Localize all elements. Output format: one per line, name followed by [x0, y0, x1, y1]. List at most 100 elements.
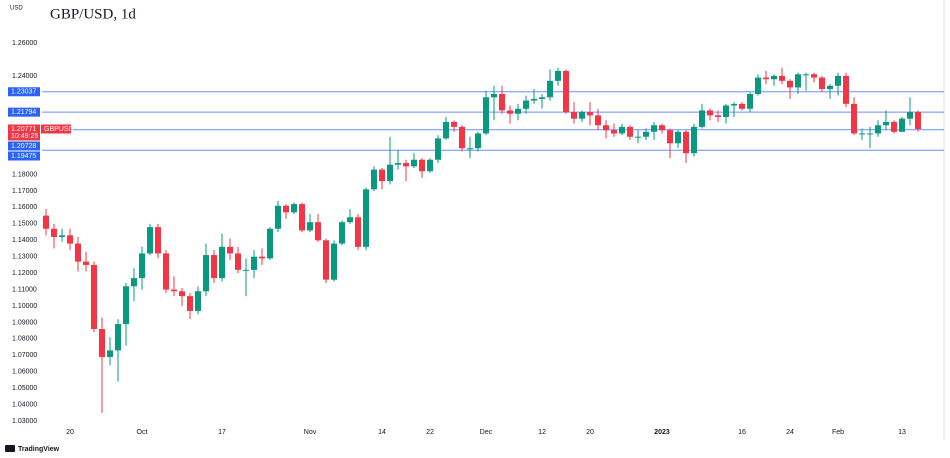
candle-body: [851, 103, 857, 134]
candle-body: [203, 255, 209, 292]
candle-body: [307, 222, 313, 231]
candle-body: [123, 286, 129, 325]
candle-body: [819, 77, 825, 90]
candle-body: [779, 75, 785, 81]
price-line-label: 1.19475: [11, 153, 36, 160]
x-tick-label: 16: [738, 429, 746, 436]
candle-body: [363, 189, 369, 247]
price-line-label-box: [8, 151, 40, 161]
candle-body: [91, 264, 97, 330]
candle-body: [427, 159, 433, 172]
y-tick-label: 1.14000: [12, 237, 37, 244]
candle-body: [907, 112, 913, 119]
price-line-label-box: [8, 141, 40, 151]
x-tick-label: 17: [218, 429, 226, 436]
candle-body: [635, 136, 641, 138]
candle-body: [531, 98, 537, 101]
candle-body: [603, 125, 609, 131]
candle-body: [499, 94, 505, 111]
candle-body: [715, 115, 721, 118]
candle-body: [211, 255, 217, 279]
price-line-label: 1.23037: [11, 89, 36, 96]
x-tick-label: Oct: [137, 429, 148, 436]
candle-body: [299, 204, 305, 231]
logo: TradingView: [5, 445, 60, 453]
x-tick-label: Feb: [832, 429, 844, 436]
candle-body: [883, 121, 889, 126]
candle-body: [387, 164, 393, 182]
candle-body: [707, 110, 713, 116]
series-name: GBPUSD: [44, 126, 74, 133]
logo-icon: [5, 445, 15, 452]
candle-body: [547, 80, 553, 98]
y-tick-label: 1.06000: [12, 369, 37, 376]
candle-body: [539, 97, 545, 99]
candle-body: [187, 296, 193, 311]
candle-body: [75, 243, 81, 262]
y-tick-label: 1.11000: [12, 286, 37, 293]
candle-body: [827, 85, 833, 90]
candle-body: [459, 126, 465, 149]
candle-body: [763, 77, 769, 80]
candle-body: [643, 131, 649, 137]
candle-body: [171, 289, 177, 292]
candle-body: [843, 75, 849, 104]
candle-body: [43, 215, 49, 229]
x-tick-label: Dec: [480, 429, 493, 436]
candle-body: [435, 138, 441, 160]
last-price-label: 1.20771: [11, 126, 36, 133]
unit-label: USD: [10, 6, 23, 12]
candle-body: [619, 126, 625, 134]
price-line-label: 1.20728: [11, 143, 36, 150]
logo-text: TradingView: [18, 446, 60, 453]
candle-body: [219, 246, 225, 279]
y-tick-label: 1.16000: [12, 204, 37, 211]
price-line-label: 1.21794: [11, 109, 36, 116]
candle-body: [571, 112, 577, 119]
candle-body: [795, 74, 801, 88]
candle-body: [579, 112, 585, 119]
candle-body: [179, 291, 185, 297]
candle-body: [627, 126, 633, 137]
candle-body: [675, 131, 681, 144]
candle-body: [811, 74, 817, 78]
candle-body: [291, 204, 297, 213]
y-tick-label: 1.15000: [12, 221, 37, 228]
candle-body: [139, 253, 145, 279]
candle-body: [739, 103, 745, 109]
candle-body: [147, 227, 153, 254]
candle-body: [227, 246, 233, 254]
candle-body: [867, 133, 873, 135]
y-tick-label: 1.17000: [12, 188, 37, 195]
candle-body: [411, 159, 417, 167]
candle-body: [683, 131, 689, 154]
candle-body: [83, 261, 89, 265]
candle-body: [339, 222, 345, 244]
candle-body: [115, 324, 121, 351]
candle-body: [395, 163, 401, 165]
last-price-box: [8, 124, 40, 141]
candle-body: [331, 243, 337, 280]
y-tick-label: 1.04000: [12, 401, 37, 408]
y-tick-label: 1.18000: [12, 171, 37, 178]
candle-body: [235, 253, 241, 270]
chart-title: GBP/USD, 1d: [50, 6, 136, 22]
candle-body: [347, 217, 353, 223]
y-tick-label: 1.03000: [12, 418, 37, 425]
candle-body: [563, 70, 569, 113]
candle-body: [443, 121, 449, 139]
y-tick-label: 1.12000: [12, 270, 37, 277]
candle-body: [699, 110, 705, 127]
candle-body: [155, 227, 161, 254]
candle-body: [915, 112, 921, 129]
candle-body: [379, 169, 385, 182]
candle-body: [275, 205, 281, 229]
x-tick-label: 24: [786, 429, 794, 436]
candle-body: [283, 205, 289, 213]
y-tick-label: 1.07000: [12, 352, 37, 359]
candle-body: [355, 217, 361, 247]
candle-body: [243, 269, 249, 271]
candle-body: [131, 278, 137, 287]
candle-body: [787, 80, 793, 88]
